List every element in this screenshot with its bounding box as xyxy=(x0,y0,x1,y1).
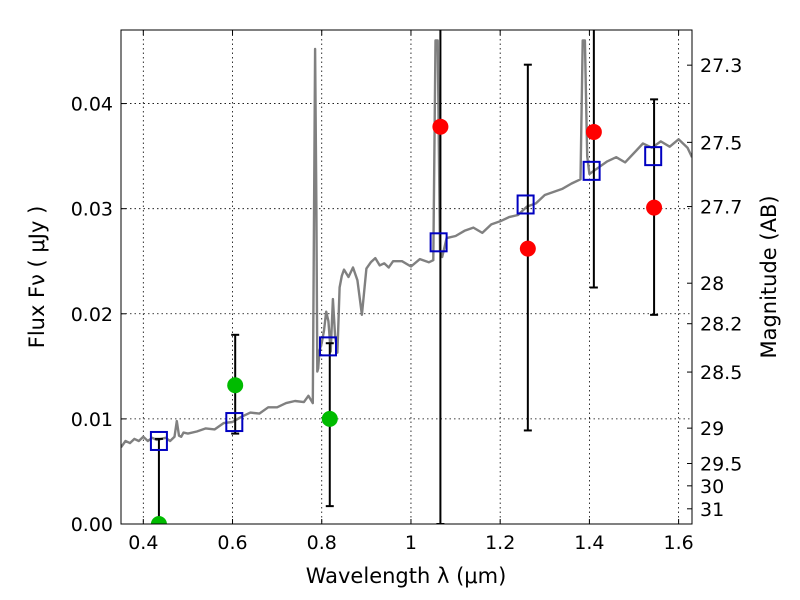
x-tick-label: 0.6 xyxy=(217,532,247,554)
mag-tick-label: 29 xyxy=(700,418,724,440)
ticks: 0.4 0.6 0.8 1 1.2 1.4 1.6 0.00 0.01 0.02 0.03 0.04 2… xyxy=(71,30,742,554)
axes-frame xyxy=(120,29,693,525)
model-photometry-square xyxy=(429,232,448,253)
mag-tick-label: 31 xyxy=(700,499,724,521)
model-photometry-square xyxy=(225,412,244,433)
detection-point xyxy=(519,240,536,257)
y-tick-label: 0.01 xyxy=(71,409,113,431)
x-tick-label: 1.2 xyxy=(485,532,515,554)
model-photometry-square xyxy=(516,194,535,215)
x-tick-label: 1.6 xyxy=(664,532,694,554)
mag-tick-label: 27.5 xyxy=(700,132,742,154)
model-photometry-square xyxy=(582,160,601,181)
y2-axis-label: Magnitude (AB) xyxy=(757,195,781,358)
x-tick-label: 1 xyxy=(405,532,417,554)
x-tick-label: 0.8 xyxy=(307,532,337,554)
nondetection-point xyxy=(227,377,244,394)
x-axis-label: Wavelength λ (μm) xyxy=(306,564,507,588)
model-photometry-square xyxy=(149,430,168,451)
mag-tick-label: 30 xyxy=(700,476,724,498)
mag-tick-label: 28.2 xyxy=(700,314,742,336)
nondetection-point xyxy=(321,410,338,427)
y-tick-label: 0.00 xyxy=(71,514,113,536)
mag-tick-label: 28.5 xyxy=(700,362,742,384)
model-photometry-square xyxy=(644,146,663,167)
x-tick-label: 0.4 xyxy=(128,532,158,554)
y-axis-label: Flux Fν ( μJy ) xyxy=(25,206,49,349)
y-tick-label: 0.04 xyxy=(71,94,113,116)
detection-point xyxy=(432,118,449,135)
mag-tick-label: 27.7 xyxy=(700,197,742,219)
y-tick-label: 0.03 xyxy=(71,199,113,221)
spectrum-line xyxy=(121,39,692,448)
x-tick-label: 1.4 xyxy=(574,532,604,554)
plot-content xyxy=(121,30,692,524)
y-tick-label: 0.02 xyxy=(71,304,113,326)
mag-tick-label: 28 xyxy=(700,273,724,295)
detection-point xyxy=(585,123,602,140)
nondetection-point xyxy=(150,516,167,524)
model-photometry-square xyxy=(318,336,337,357)
mag-tick-label: 27.3 xyxy=(700,55,742,77)
detection-point xyxy=(646,199,663,216)
mag-tick-label: 29.5 xyxy=(700,454,742,476)
